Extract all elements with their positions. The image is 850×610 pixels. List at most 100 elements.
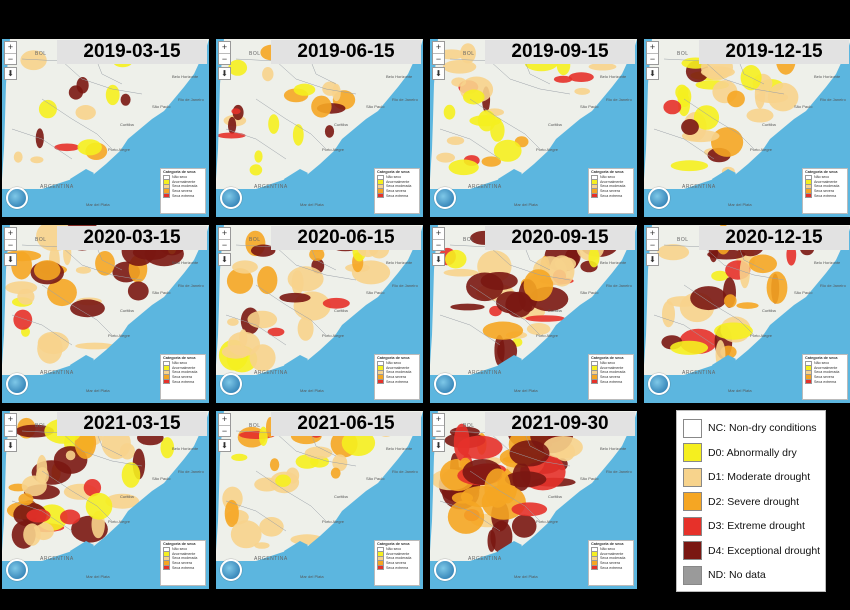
mini-legend: Categoria de seca Não seco Anormalmente Sec… [374,540,420,586]
place-label: BOL [249,51,261,57]
drought-map-panel: 2020-12-15 + − ⬇ ARGENTINA BOL Mar del Plata Po… [644,225,850,403]
download-icon[interactable]: ⬇ [4,439,17,452]
drought-region [677,92,691,117]
download-icon[interactable]: ⬇ [432,253,445,266]
drought-region [47,278,77,307]
download-icon[interactable]: ⬇ [4,67,17,80]
zoom-control[interactable]: + − [218,413,231,437]
place-label: Mar del Plata [300,388,324,393]
border-line [41,470,113,522]
drought-region [436,152,455,163]
zoom-control[interactable]: + − [218,227,231,251]
zoom-out-icon[interactable]: − [649,54,656,64]
drought-region [311,95,332,118]
zoom-out-icon[interactable]: − [435,240,442,250]
place-label: São Paulo [152,104,171,109]
place-label: ARGENTINA [468,556,502,562]
zoom-out-icon[interactable]: − [221,54,228,64]
zoom-in-icon[interactable]: + [5,414,16,426]
zoom-control[interactable]: + − [432,227,445,251]
drought-region [711,270,729,281]
legend-label: D0: Abnormally dry [708,446,797,459]
drought-map-panel: 2019-12-15 + − ⬇ ARGENTINA BOL Mar del Plata Po… [644,39,850,217]
download-icon[interactable]: ⬇ [432,439,445,452]
place-label: Porto Alegre [322,147,345,152]
zoom-out-icon[interactable]: − [221,240,228,250]
zoom-control[interactable]: + − [646,227,659,251]
drought-region [480,272,518,290]
mini-legend-label: Seca extrema [600,565,623,570]
drought-region [509,440,550,467]
place-label: Curitiba [548,122,562,127]
place-label: São Paulo [152,476,171,481]
zoom-in-icon[interactable]: + [433,42,444,54]
zoom-out-icon[interactable]: − [7,240,14,250]
download-icon[interactable]: ⬇ [646,67,659,80]
mini-legend-label: Seca moderada [386,370,412,375]
download-icon[interactable]: ⬇ [218,439,231,452]
download-icon[interactable]: ⬇ [432,67,445,80]
place-label: São Paulo [366,104,385,109]
ocean [2,225,209,403]
ocean [284,541,308,559]
zoom-control[interactable]: + − [646,41,659,65]
zoom-out-icon[interactable]: − [435,54,442,64]
mini-legend-label: Não seco [386,175,402,180]
download-icon[interactable]: ⬇ [4,253,17,266]
place-label: Porto Alegre [536,333,559,338]
zoom-in-icon[interactable]: + [5,42,16,54]
mini-legend-title: Categoria de seca [163,542,196,546]
place-label: São Paulo [580,476,599,481]
zoom-out-icon[interactable]: − [435,426,442,436]
zoom-control[interactable]: + − [4,41,17,65]
mini-legend: Categoria de seca Não seco Anormalmente Sec… [160,168,206,214]
ocean [430,225,637,403]
zoom-control[interactable]: + − [4,413,17,437]
zoom-in-icon[interactable]: + [219,228,230,240]
border-line [11,500,73,532]
drought-region [724,294,737,308]
zoom-in-icon[interactable]: + [219,42,230,54]
zoom-in-icon[interactable]: + [647,228,658,240]
place-label: Porto Alegre [750,333,773,338]
drought-region [33,260,61,281]
zoom-control[interactable]: + − [218,41,231,65]
ocean [712,169,736,187]
zoom-in-icon[interactable]: + [5,228,16,240]
place-label: ARGENTINA [682,184,716,190]
place-label: Curitiba [334,494,348,499]
place-label: Rio de Janeiro [392,469,418,474]
zoom-control[interactable]: + − [432,413,445,437]
mini-legend-swatch [805,192,812,199]
place-label: Belo Horizonte [600,446,627,451]
mini-legend-label: Seca moderada [172,184,198,189]
download-icon[interactable]: ⬇ [646,253,659,266]
zoom-in-icon[interactable]: + [647,42,658,54]
zoom-out-icon[interactable]: − [649,240,656,250]
globe-logo-icon [220,373,242,395]
ocean [284,169,308,187]
zoom-in-icon[interactable]: + [219,414,230,426]
drought-region [227,318,239,326]
globe-logo-icon [434,559,456,581]
drought-region [484,468,511,508]
download-icon[interactable]: ⬇ [218,67,231,80]
drought-region [681,119,699,135]
zoom-out-icon[interactable]: − [7,426,14,436]
zoom-in-icon[interactable]: + [433,228,444,240]
drought-region [26,508,51,523]
download-icon[interactable]: ⬇ [218,253,231,266]
mini-legend-label: Não seco [172,361,188,366]
mini-legend-label: Seca moderada [172,556,198,561]
place-label: ARGENTINA [254,370,288,376]
zoom-in-icon[interactable]: + [433,414,444,426]
ocean [498,169,522,187]
zoom-control[interactable]: + − [4,227,17,251]
place-label: Rio de Janeiro [392,283,418,288]
zoom-out-icon[interactable]: − [7,54,14,64]
zoom-control[interactable]: + − [432,41,445,65]
zoom-out-icon[interactable]: − [221,426,228,436]
mini-legend-swatch [163,564,170,571]
place-label: Mar del Plata [728,388,752,393]
drought-region [247,310,278,329]
